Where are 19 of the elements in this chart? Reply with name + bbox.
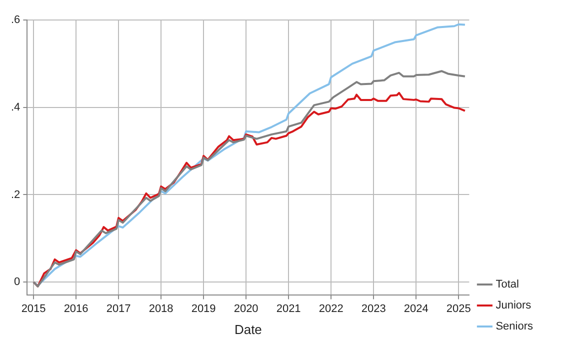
y-tick-label: .2: [10, 188, 20, 201]
x-tick-label: 2020: [234, 302, 258, 315]
x-tick-label: 2015: [21, 302, 46, 315]
x-tick-label: 2017: [106, 302, 131, 315]
legend-label: Seniors: [496, 320, 534, 333]
x-tick-label: 2021: [276, 302, 301, 315]
x-tick-label: 2024: [404, 302, 428, 315]
x-tick-label: 2019: [191, 302, 216, 315]
x-tick-label: 2022: [318, 302, 344, 315]
x-tick-label: 2023: [361, 302, 386, 315]
x-tick-label: 2018: [148, 302, 174, 315]
y-tick-label: 0: [14, 276, 20, 288]
y-tick-label: .4: [10, 101, 20, 114]
legend-label: Total: [496, 278, 519, 291]
x-axis-title: Date: [234, 322, 262, 337]
y-tick-label: .6: [10, 14, 20, 26]
x-tick-label: 2016: [64, 302, 88, 315]
x-tick-label: 2025: [446, 302, 471, 315]
legend-label: Juniors: [496, 300, 532, 312]
